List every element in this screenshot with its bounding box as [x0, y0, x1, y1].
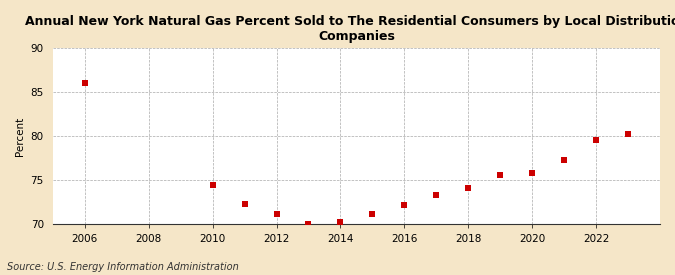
Y-axis label: Percent: Percent: [15, 117, 25, 156]
Point: [303, 221, 314, 226]
Point: [399, 203, 410, 207]
Point: [207, 183, 218, 187]
Point: [239, 202, 250, 207]
Point: [431, 193, 441, 198]
Title: Annual New York Natural Gas Percent Sold to The Residential Consumers by Local D: Annual New York Natural Gas Percent Sold…: [25, 15, 675, 43]
Point: [526, 171, 537, 176]
Point: [591, 138, 601, 142]
Point: [622, 131, 633, 136]
Point: [495, 173, 506, 177]
Point: [463, 186, 474, 191]
Text: Source: U.S. Energy Information Administration: Source: U.S. Energy Information Administ…: [7, 262, 238, 272]
Point: [367, 212, 378, 216]
Point: [335, 220, 346, 224]
Point: [559, 158, 570, 162]
Point: [80, 81, 90, 85]
Point: [271, 212, 282, 216]
